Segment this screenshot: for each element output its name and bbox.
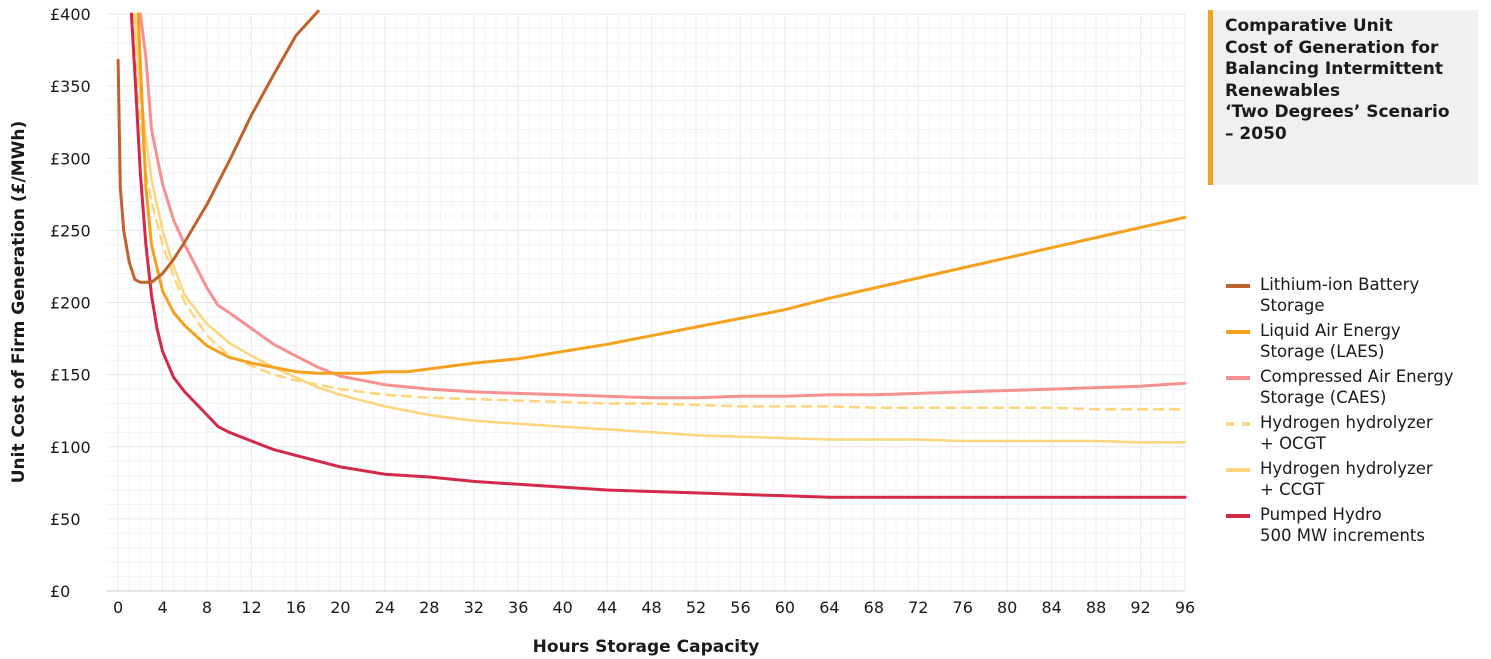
x-tick-label: 56	[730, 598, 750, 617]
y-tick-label: £300	[50, 149, 91, 168]
x-tick-label: 60	[775, 598, 795, 617]
x-tick-label: 8	[202, 598, 212, 617]
series-line-0	[116, 9, 320, 284]
series-line-5	[129, 12, 1187, 499]
x-tick-label: 12	[241, 598, 261, 617]
x-axis-title: Hours Storage Capacity	[533, 637, 760, 657]
y-tick-label: £0	[50, 582, 70, 601]
y-tick-label: £350	[50, 77, 91, 96]
x-tick-label: 44	[597, 598, 617, 617]
x-tick-label: 16	[286, 598, 306, 617]
y-tick-label: £100	[50, 438, 91, 457]
x-tick-label: 96	[1175, 598, 1195, 617]
legend-swatch	[1226, 330, 1250, 334]
series-line-2	[138, 12, 1187, 400]
x-tick-label: 36	[508, 598, 528, 617]
x-tick-label: 48	[641, 598, 661, 617]
legend-swatch	[1226, 284, 1250, 288]
x-tick-label: 0	[113, 598, 123, 617]
series-line-4	[133, 12, 1187, 444]
legend-label: Hydrogen hydrolyzer + CCGT	[1260, 459, 1433, 499]
x-tick-label: 88	[1086, 598, 1106, 617]
y-tick-label: £150	[50, 366, 91, 385]
legend-label: Liquid Air Energy Storage (LAES)	[1260, 321, 1401, 361]
legend-item: Hydrogen hydrolyzer + CCGT	[1226, 458, 1488, 500]
legend-swatch	[1226, 514, 1250, 518]
y-tick-label: £200	[50, 294, 91, 313]
x-tick-label: 72	[908, 598, 928, 617]
legend-label: Hydrogen hydrolyzer + OCGT	[1260, 413, 1433, 453]
x-tick-label: 92	[1130, 598, 1150, 617]
chart-title: Comparative Unit Cost of Generation for …	[1225, 16, 1450, 144]
x-tick-label: 52	[686, 598, 706, 617]
x-tick-label: 40	[552, 598, 572, 617]
chart-title-box: Comparative Unit Cost of Generation for …	[1208, 10, 1478, 185]
legend-item: Pumped Hydro 500 MW increments	[1226, 504, 1488, 546]
legend-swatch	[1226, 468, 1250, 472]
grid	[107, 13, 1186, 592]
series-lines	[116, 9, 1187, 499]
legend-item: Lithium-ion Battery Storage	[1226, 274, 1488, 316]
y-tick-label: £400	[50, 5, 91, 24]
x-tick-label: 84	[1041, 598, 1061, 617]
x-tick-label: 32	[464, 598, 484, 617]
legend-item: Compressed Air Energy Storage (CAES)	[1226, 366, 1488, 408]
legend-item: Hydrogen hydrolyzer + OCGT	[1226, 412, 1488, 454]
legend-label: Compressed Air Energy Storage (CAES)	[1260, 367, 1454, 407]
x-tick-label: 24	[375, 598, 395, 617]
x-tick-label: 76	[953, 598, 973, 617]
legend-label: Pumped Hydro 500 MW increments	[1260, 505, 1425, 545]
legend: Lithium-ion Battery Storage Liquid Air En…	[1226, 274, 1488, 550]
legend-label: Lithium-ion Battery Storage	[1260, 275, 1420, 315]
x-tick-label: 80	[997, 598, 1017, 617]
x-tick-label: 4	[157, 598, 167, 617]
y-axis-title: Unit Cost of Firm Generation (£/MWh)	[9, 121, 29, 484]
legend-swatch	[1226, 376, 1250, 380]
series-line-3	[131, 12, 1187, 411]
y-tick-labels: £0 £50 £100 £150 £200 £250 £300 £350 £400	[50, 5, 91, 601]
y-tick-label: £250	[50, 221, 91, 240]
y-tick-label: £50	[50, 510, 81, 529]
series-line-1	[136, 12, 1187, 375]
x-tick-label: 20	[330, 598, 350, 617]
legend-item: Liquid Air Energy Storage (LAES)	[1226, 320, 1488, 362]
x-tick-label: 64	[819, 598, 839, 617]
x-tick-label: 28	[419, 598, 439, 617]
legend-swatch	[1226, 422, 1250, 426]
x-tick-label: 68	[864, 598, 884, 617]
x-tick-labels: 0 4 8 12 16 20 24 28 32 36 40 44 48 52 56 60 64 68 72 76 80 8…	[113, 598, 1195, 617]
